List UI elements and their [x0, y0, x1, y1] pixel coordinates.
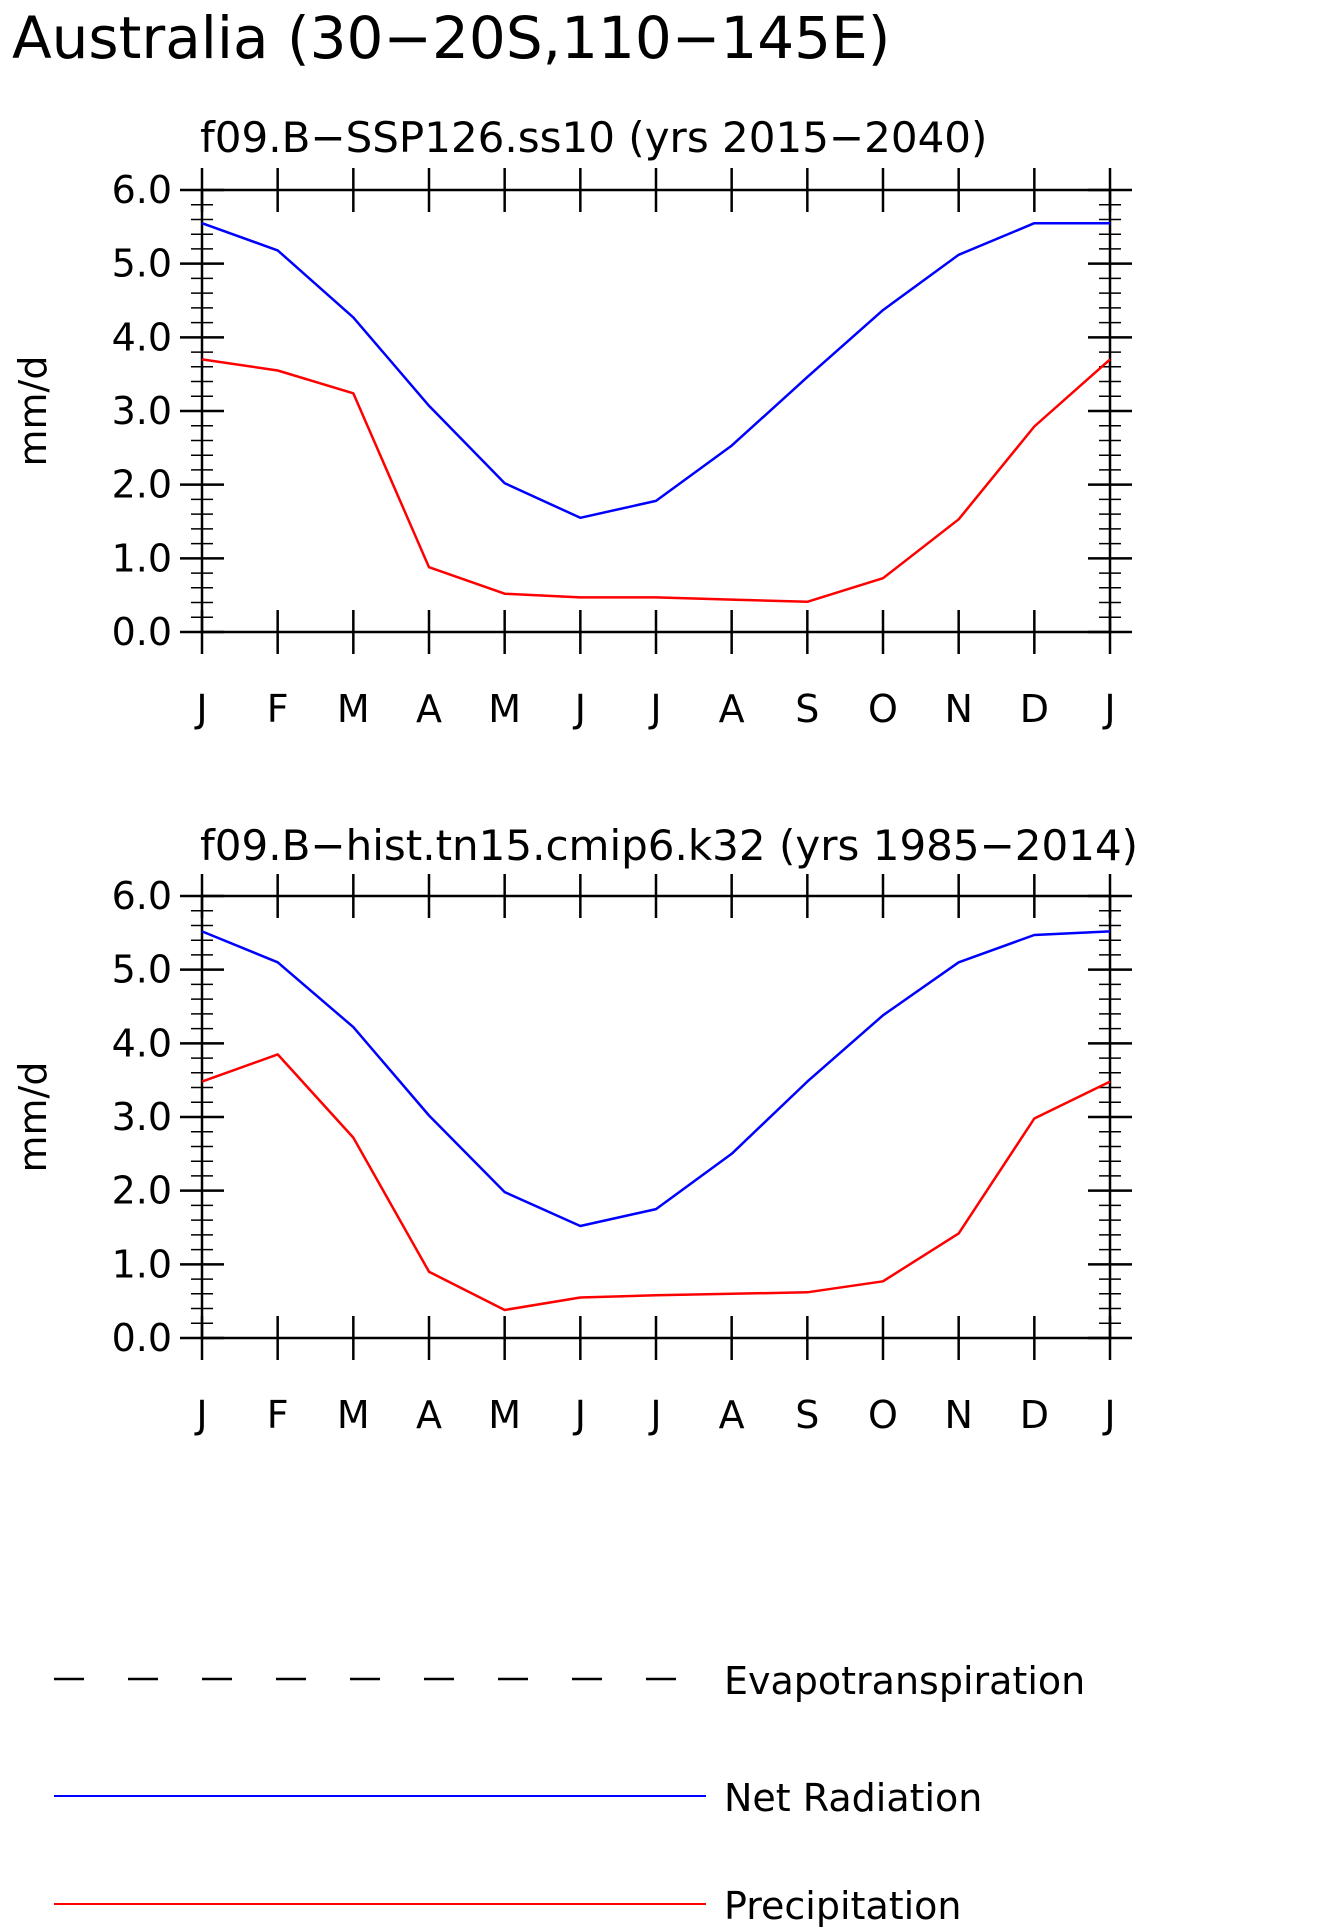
x-tick-label: F [267, 687, 289, 731]
y-tick-label: 0.0 [112, 1316, 172, 1360]
y-tick-label: 5.0 [112, 948, 172, 992]
panel-title: f09.B−hist.tn15.cmip6.k32 (yrs 1985−2014… [200, 821, 1138, 870]
y-tick-label: 2.0 [112, 463, 172, 507]
y-tick-label: 6.0 [112, 168, 172, 212]
x-tick-label: M [337, 1393, 370, 1437]
figure-title: Australia (30−20S,110−145E) [12, 4, 890, 72]
panel-bottom: f09.B−hist.tn15.cmip6.k32 (yrs 1985−2014… [11, 821, 1138, 1437]
y-tick-label: 4.0 [112, 1021, 172, 1065]
y-tick-label: 1.0 [112, 1242, 172, 1286]
y-axis-label: mm/d [11, 1062, 55, 1173]
x-tick-label: N [944, 1393, 972, 1437]
x-tick-label: J [648, 1393, 661, 1437]
axes: 0.0 1.0 2.0 3.0 4.0 5.0 6.0 J F M A M J J A S O N D J [112, 168, 1132, 731]
x-tick-label: S [795, 687, 819, 731]
x-tick-label: A [416, 1393, 442, 1437]
x-tick-label: M [337, 687, 370, 731]
y-tick-label: 5.0 [112, 242, 172, 286]
x-tick-label: F [267, 1393, 289, 1437]
axes: 0.0 1.0 2.0 3.0 4.0 5.0 6.0 J F M A M J J A S O N D J [112, 874, 1132, 1437]
legend: Evapotranspiration Net Radiation Precipi… [54, 1659, 1085, 1928]
x-tick-label: M [488, 687, 521, 731]
x-tick-label: D [1020, 687, 1049, 731]
legend-label: Evapotranspiration [724, 1659, 1085, 1703]
legend-label: Net Radiation [724, 1776, 982, 1820]
y-tick-label: 0.0 [112, 610, 172, 654]
y-axis-label: mm/d [11, 356, 55, 467]
x-tick-label: D [1020, 1393, 1049, 1437]
panel-top: f09.B−SSP126.ss10 (yrs 2015−2040) mm/d 0… [11, 113, 1132, 731]
y-tick-label: 3.0 [112, 1095, 172, 1139]
x-tick-label: M [488, 1393, 521, 1437]
x-tick-label: J [1102, 687, 1115, 731]
x-tick-label: J [194, 687, 207, 731]
y-tick-label: 2.0 [112, 1169, 172, 1213]
series-line-net-radiation [201, 930, 1111, 1228]
x-tick-label: N [944, 687, 972, 731]
series-line-precipitation [201, 1053, 1111, 1312]
legend-label: Precipitation [724, 1884, 962, 1928]
series-line-precipitation [201, 358, 1111, 604]
x-tick-label: J [573, 687, 586, 731]
plot-frame [200, 188, 1112, 634]
series-line-net-radiation [201, 221, 1110, 520]
x-tick-label: A [416, 687, 442, 731]
x-tick-label: J [1102, 1393, 1115, 1437]
y-tick-label: 3.0 [112, 389, 172, 433]
x-tick-label: A [719, 1393, 745, 1437]
x-tick-label: O [868, 687, 898, 731]
y-tick-label: 4.0 [112, 315, 172, 359]
x-tick-label: A [719, 687, 745, 731]
x-tick-label: J [573, 1393, 586, 1437]
y-tick-label: 6.0 [112, 874, 172, 918]
x-tick-label: J [648, 687, 661, 731]
x-tick-label: O [868, 1393, 898, 1437]
panel-title: f09.B−SSP126.ss10 (yrs 2015−2040) [200, 113, 987, 162]
x-tick-label: S [795, 1393, 819, 1437]
x-tick-label: J [194, 1393, 207, 1437]
y-tick-label: 1.0 [112, 536, 172, 580]
plot-frame [200, 894, 1112, 1340]
